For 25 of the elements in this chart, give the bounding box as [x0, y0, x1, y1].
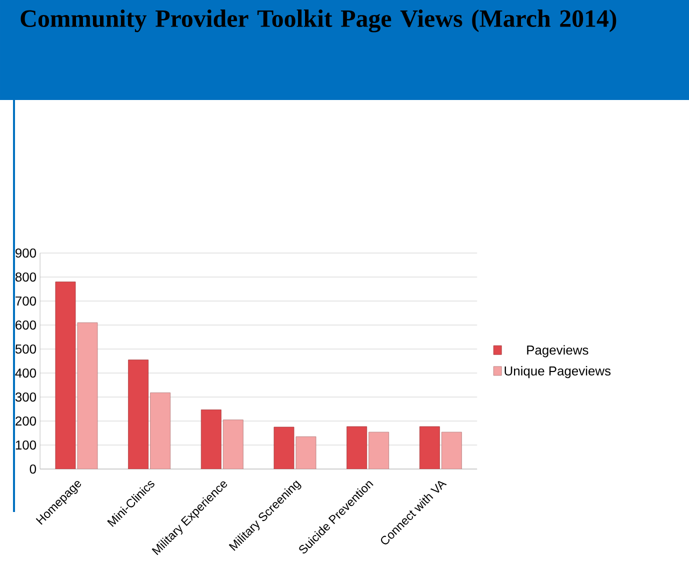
legend-label: Unique Pageviews [504, 366, 611, 378]
bar [296, 436, 316, 469]
y-tick-label: 300 [15, 392, 36, 402]
y-tick-label: 400 [15, 368, 36, 378]
legend-label: Pageviews [527, 345, 588, 358]
bar [77, 322, 98, 469]
bar [150, 392, 171, 469]
y-tick-label: 200 [16, 416, 36, 426]
y-tick-label: 100 [16, 440, 36, 450]
bar [346, 426, 368, 469]
bar [200, 409, 222, 469]
y-tick-label: 500 [15, 344, 36, 354]
bar [222, 420, 244, 469]
chart-title: Community Provider Toolkit Page Views (March 2014) [20, 9, 616, 32]
y-tick-label: 600 [16, 320, 36, 330]
bar [441, 432, 462, 469]
y-tick-label: 700 [16, 296, 36, 306]
bar [368, 432, 390, 469]
bar [419, 426, 440, 469]
y-tick-label: 900 [16, 248, 36, 258]
y-tick-label: 800 [15, 272, 36, 282]
bar [55, 282, 76, 469]
y-tick-label: 0 [30, 464, 36, 474]
bar [128, 360, 149, 469]
bar [274, 426, 294, 469]
